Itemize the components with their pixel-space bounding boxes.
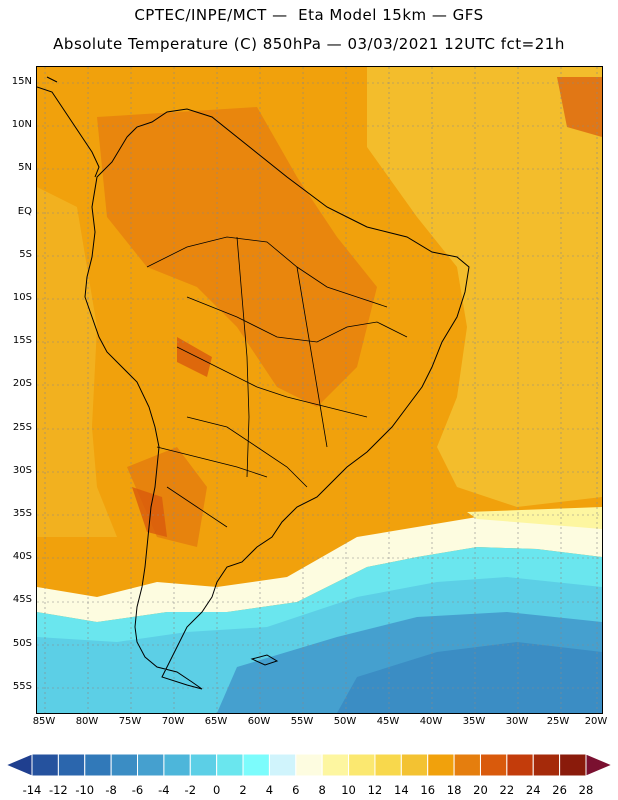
color-scale-label: 20 [473,783,488,797]
field-16-18-west [37,187,117,537]
lat-label-30s: 30S [12,465,32,476]
lon-label-60w: 60W [247,716,271,727]
color-scale-label: -8 [105,783,117,797]
map-title: CPTEC/INPE/MCT — Eta Model 15km — GFS [134,6,484,24]
color-scale-label: 22 [499,783,515,797]
color-scale-label: -14 [22,783,42,797]
lon-label-85w: 85W [32,716,56,727]
south-america-coastline [84,108,470,690]
lat-label-15n: 15N [11,76,32,87]
lat-label-45s: 45S [12,594,32,605]
field-20-22-tropics [97,107,377,407]
lat-label-eq: EQ [17,206,32,217]
lat-label-10s: 10S [12,292,32,303]
lon-label-55w: 55W [290,716,314,727]
color-scale-cell [110,753,139,777]
color-scale-cell [348,753,376,777]
lon-label-40w: 40W [419,716,443,727]
color-scale-label: 6 [292,783,300,797]
lat-label-50s: 50S [12,638,32,649]
color-scale-label: 12 [367,783,383,797]
color-scale-label: -12 [48,783,68,797]
lat-label-20s: 20S [12,378,32,389]
lon-label-45w: 45W [376,716,400,727]
country-borders [146,236,408,528]
field-16-18-east [367,67,602,507]
lat-label-55s: 55S [12,681,32,692]
lat-label-5s: 5S [19,249,32,260]
color-scale-cell [84,753,112,777]
color-scale-label: 8 [318,783,326,797]
lat-label-10n: 10N [11,119,32,130]
color-scale-bar [6,753,612,777]
lon-label-75w: 75W [118,716,142,727]
lon-label-25w: 25W [546,716,570,727]
color-scale-label: 28 [578,783,594,797]
color-scale-cell [532,753,561,777]
color-scale-cell [31,753,59,777]
lon-label-65w: 65W [204,716,228,727]
color-scale-label: -10 [75,783,95,797]
lon-label-50w: 50W [333,716,357,727]
color-scale-label: 0 [212,783,221,797]
color-scale-cell [321,753,350,777]
color-scale-label: 18 [446,783,462,797]
color-scale-label: 4 [265,783,274,797]
color-scale-label: 24 [525,783,541,797]
color-scale-cell [242,753,270,777]
lon-label-35w: 35W [462,716,486,727]
color-scale-cell [506,753,534,777]
lat-label-15s: 15S [12,335,32,346]
lat-label-35s: 35S [12,508,32,519]
color-scale-cell [427,753,455,777]
color-scale-cell [400,753,429,777]
color-scale-label: -2 [184,783,197,797]
temperature-map [37,67,602,713]
color-scale-cell [189,753,218,777]
color-scale-cell [163,753,191,777]
lon-label-20w: 20W [584,716,608,727]
field-22-24-bolivia [177,337,212,377]
field-22-24-argentina [132,487,167,537]
color-scale-cell [295,753,323,777]
color-scale-arrow-low [6,753,33,777]
color-scale-cell [479,753,508,777]
lon-label-80w: 80W [75,716,99,727]
field-6-10 [37,517,602,622]
color-scale-label: -4 [158,783,170,797]
color-scale-label: 10 [341,783,356,797]
lon-label-70w: 70W [161,716,185,727]
color-scale-cell [137,753,165,777]
color-scale-cell [216,753,244,777]
lon-label-30w: 30W [505,716,529,727]
color-scale-cell [374,753,402,777]
color-scale-arrow-high [585,753,612,777]
field-10-12 [467,507,602,529]
color-scale-label: 14 [394,783,409,797]
graticule [37,67,602,713]
color-scale-cell [453,753,481,777]
field-22-24-atlantic [557,77,602,137]
color-scale-cell [559,753,587,777]
color-scale-label: 2 [239,783,247,797]
color-scale-label: 16 [420,783,436,797]
color-scale-cell [57,753,86,777]
color-scale-label: 26 [552,783,567,797]
lat-label-5n: 5N [18,162,32,173]
falklands-coastline [250,654,279,666]
map-subtitle: Absolute Temperature (C) 850hPa — 03/03/… [53,35,565,53]
color-scale-label: -6 [131,783,144,797]
lat-label-40s: 40S [12,551,32,562]
map-panel [36,66,603,714]
field-neg6-neg4 [337,642,602,713]
central-america-coastline [37,76,100,178]
color-scale-cell [268,753,297,777]
lat-label-25s: 25S [12,422,32,433]
